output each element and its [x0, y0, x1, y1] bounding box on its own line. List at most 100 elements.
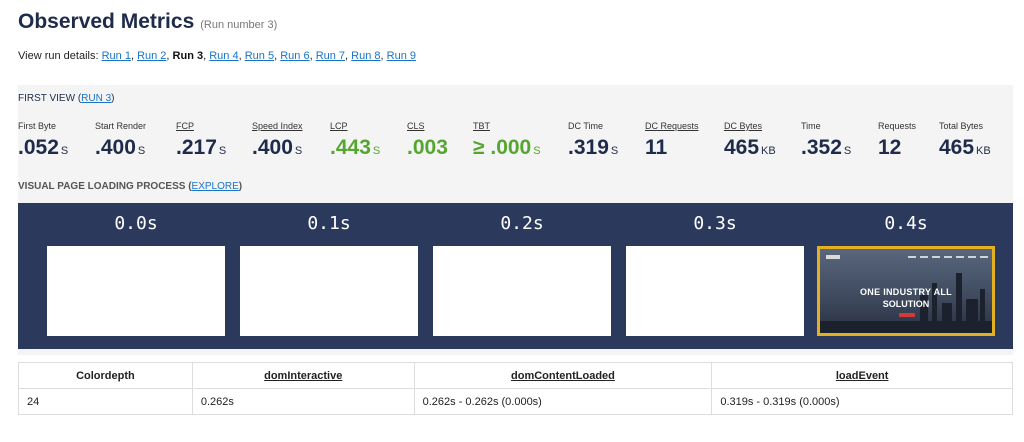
metric-speed-index: Speed Index .400 S [252, 121, 303, 160]
metric-label[interactable]: Speed Index [252, 121, 303, 131]
metric-cls: CLS .003 [407, 121, 448, 160]
frame-time: 0.1s [307, 213, 351, 234]
table-row: 24 0.262s 0.262s - 0.262s (0.000s) 0.319s -… [18, 388, 1013, 415]
frame-time: 0.3s [693, 213, 737, 234]
run-link[interactable]: Run 4 [209, 50, 239, 62]
run-link[interactable]: Run 2 [137, 50, 167, 62]
metric-unit: KB [761, 145, 776, 157]
metric-value: .400 S [95, 136, 146, 160]
industrial-tower-shape [956, 273, 962, 333]
thumbnail-logo [826, 255, 840, 259]
metric-label[interactable]: DC Bytes [724, 121, 763, 131]
metrics-row: First Byte .052 S Start Render .400 S FCP .217 S… [18, 121, 1013, 171]
thumbnail-background [820, 249, 992, 333]
table-body: 24 0.262s 0.262s - 0.262s (0.000s) 0.319s -… [18, 388, 1013, 415]
frame-time: 0.0s [114, 213, 158, 234]
run-link[interactable]: Run 9 [386, 50, 417, 62]
metric-value: .003 [407, 136, 448, 160]
table-cell: 24 [18, 388, 193, 415]
table-cell: 0.319s - 0.319s (0.000s) [711, 388, 1013, 415]
metric-value: .319 S [568, 136, 618, 160]
industrial-tower-shape [980, 289, 985, 333]
metric-unit: S [843, 145, 852, 157]
table-cell: 0.262s [191, 388, 415, 415]
run-links-list: Run 1, Run 2, Run 3, Run 4, Run 5, Run 6… [101, 50, 417, 62]
metric-dc-time: DC Time .319 S [568, 121, 618, 160]
metric-unit: S [218, 145, 227, 157]
metric-number: .400 [252, 136, 293, 159]
first-view-heading: FIRST VIEW (RUN 3) [18, 93, 115, 104]
metric-label[interactable]: LCP [330, 121, 348, 131]
metric-label[interactable]: CLS [407, 121, 425, 131]
metric-number: .443 [330, 136, 371, 159]
metric-label[interactable]: DC Requests [645, 121, 699, 131]
metric-number: 465 [939, 136, 975, 159]
metric-value: .052 S [18, 136, 68, 160]
metric-number: .003 [407, 136, 448, 159]
metric-label[interactable]: FCP [176, 121, 194, 131]
hero-button [899, 313, 915, 317]
run-link[interactable]: Run 5 [244, 50, 275, 62]
filmstrip-frame[interactable]: 0.1s [240, 203, 418, 336]
metric-lcp: LCP .443 S [330, 121, 380, 160]
column-header[interactable]: domInteractive [191, 362, 415, 389]
industrial-tower-shape [942, 303, 952, 333]
timing-table: Colordepth domInteractive domContentLoaded… [18, 362, 1013, 415]
metric-label: DC Time [568, 121, 604, 131]
column-header[interactable]: domContentLoaded [413, 362, 713, 389]
metric-number: .352 [801, 136, 842, 159]
metric-unit: S [294, 145, 303, 157]
metric-number: .319 [568, 136, 609, 159]
explore-link[interactable]: EXPLORE [191, 181, 239, 192]
column-header-label: Colordepth [76, 369, 135, 382]
metric-unit: S [533, 145, 541, 157]
table-header-row: Colordepth domInteractive domContentLoaded… [18, 362, 1013, 389]
filmstrip: 0.0s 0.1s 0.2s 0.3s 0.4s ONE INDUSTRY ALL SOLU… [18, 203, 1013, 349]
metric-number: ≥ .000 [473, 136, 532, 159]
run-link[interactable]: Run 1 [101, 50, 131, 62]
run-link[interactable]: Run 7 [315, 50, 346, 62]
metric-label: Total Bytes [939, 121, 984, 131]
metric-label: Time [801, 121, 821, 131]
metric-number: 465 [724, 136, 760, 159]
metric-label[interactable]: TBT [473, 121, 490, 131]
metric-value: 465 KB [724, 136, 776, 160]
metric-value: 11 [645, 136, 699, 160]
filmstrip-frame[interactable]: 0.4s ONE INDUSTRY ALL SOLUTION [817, 203, 995, 336]
metric-number: .052 [18, 136, 59, 159]
filmstrip-frame[interactable]: 0.2s [433, 203, 611, 336]
metric-value: .400 S [252, 136, 303, 160]
metric-dc-requests: DC Requests 11 [645, 121, 699, 160]
run-details-nav: View run details: Run 1, Run 2, Run 3, R… [18, 50, 416, 62]
industrial-ground-shape [820, 321, 992, 333]
run-current: Run 3 [172, 50, 204, 62]
column-header-label: domInteractive [264, 369, 343, 382]
filmstrip-frame[interactable]: 0.3s [626, 203, 804, 336]
metric-dc-bytes: DC Bytes 465 KB [724, 121, 776, 160]
column-header-label: domContentLoaded [511, 369, 615, 382]
metric-number: 12 [878, 136, 902, 159]
run-link[interactable]: Run 8 [351, 50, 381, 62]
hero-headline: ONE INDUSTRY ALL [860, 287, 952, 297]
run-3-link[interactable]: RUN 3 [81, 93, 112, 104]
frame-thumbnail: ONE INDUSTRY ALL SOLUTION [817, 246, 995, 336]
metric-value: ≥ .000 S [473, 136, 541, 160]
metric-first-byte: First Byte .052 S [18, 121, 68, 160]
frame-time: 0.4s [884, 213, 928, 234]
metric-number: .217 [176, 136, 217, 159]
metric-start-render: Start Render .400 S [95, 121, 146, 160]
metric-value: .217 S [176, 136, 226, 160]
column-header[interactable]: loadEvent [711, 362, 1013, 389]
metric-unit: S [372, 145, 381, 157]
frame-thumbnail [240, 246, 418, 336]
frame-thumbnail [433, 246, 611, 336]
industrial-tower-shape [932, 283, 937, 333]
metric-tbt: TBT ≥ .000 S [473, 121, 541, 160]
metric-fcp: FCP .217 S [176, 121, 226, 160]
frame-time: 0.2s [500, 213, 544, 234]
metric-label: Requests [878, 121, 917, 131]
run-link[interactable]: Run 6 [280, 50, 310, 62]
industrial-tower-shape [920, 295, 928, 333]
column-header: Colordepth [18, 362, 193, 389]
filmstrip-frame[interactable]: 0.0s [47, 203, 225, 336]
